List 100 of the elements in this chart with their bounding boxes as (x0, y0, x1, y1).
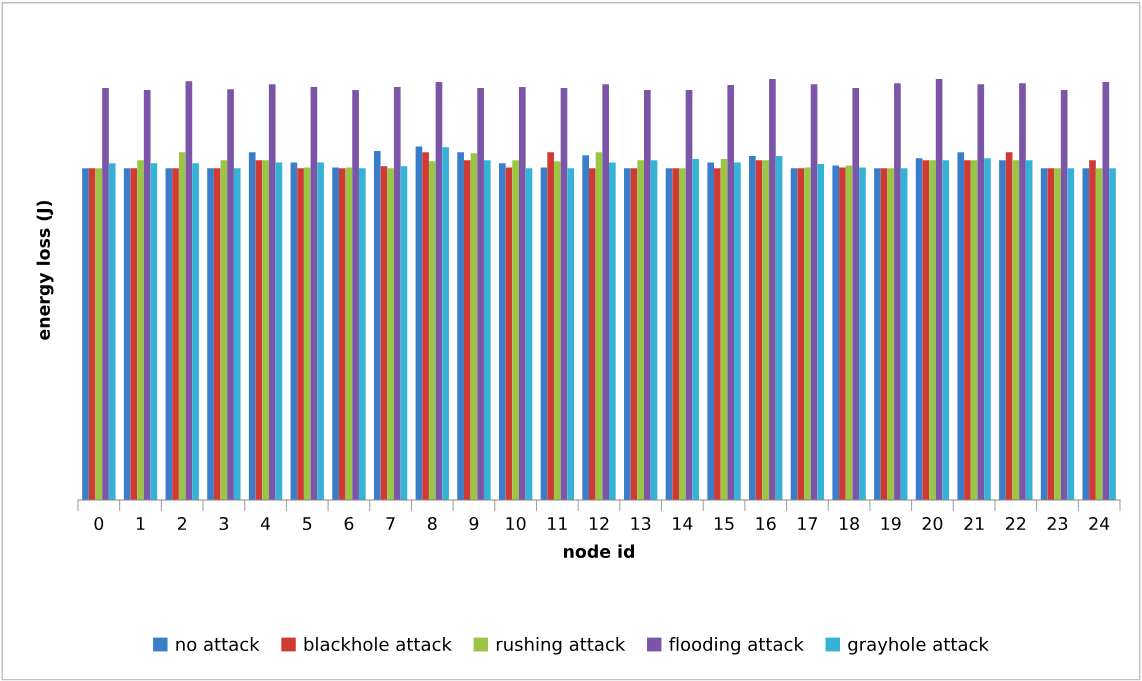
bar (1089, 160, 1096, 500)
bar (769, 79, 776, 500)
x-tick-label: 20 (922, 516, 943, 531)
bar (108, 163, 116, 500)
bar (915, 158, 923, 500)
bar (817, 164, 825, 500)
bar (393, 87, 401, 500)
bar (345, 167, 353, 500)
legend-label: no attack (176, 637, 260, 652)
x-tick-label: 15 (714, 517, 734, 531)
bar (547, 152, 554, 500)
bar (637, 160, 645, 500)
x-tick-label: 17 (798, 517, 817, 530)
bar (900, 168, 908, 500)
bar (275, 162, 283, 500)
bar (679, 168, 686, 500)
bar (1047, 168, 1055, 500)
bar (1109, 168, 1116, 500)
bar (123, 168, 131, 500)
bar (609, 162, 616, 500)
bar (624, 168, 631, 500)
bar (400, 166, 408, 500)
bar (178, 152, 186, 500)
bar (665, 168, 673, 500)
bar (512, 160, 519, 500)
bar (1067, 168, 1075, 500)
legend-label: blackhole attack (304, 637, 452, 652)
x-tick-label: 0 (94, 516, 104, 531)
bar (755, 160, 763, 500)
x-tick-label: 14 (673, 517, 693, 530)
bar (483, 160, 491, 500)
bar (248, 152, 256, 500)
bar (1019, 83, 1026, 500)
bar (130, 168, 138, 500)
x-tick-label: 11 (548, 517, 567, 530)
bar (880, 168, 888, 500)
x-tick-label: 5 (303, 517, 312, 531)
bar (734, 162, 741, 500)
bar (435, 82, 443, 500)
bar (297, 168, 304, 500)
bar (233, 168, 241, 500)
bar (137, 160, 144, 500)
bar (442, 147, 449, 500)
bar (630, 168, 638, 500)
bar (172, 168, 179, 500)
legend-label: flooding attack (669, 637, 804, 655)
bar (150, 163, 158, 500)
x-tick-label: 13 (631, 516, 651, 531)
bar (1102, 82, 1110, 500)
bar (317, 162, 324, 500)
bar (477, 87, 484, 500)
bar (1005, 152, 1013, 500)
bar (463, 160, 471, 500)
bar (1040, 168, 1048, 500)
bar (165, 168, 173, 500)
bar (310, 87, 318, 500)
bar (685, 90, 693, 500)
bar (358, 168, 366, 500)
bar (935, 79, 943, 500)
bar (984, 158, 991, 500)
bar (964, 160, 971, 500)
bar (415, 146, 423, 500)
bar (999, 160, 1006, 500)
bar (560, 87, 568, 500)
x-tick-label: 18 (839, 516, 859, 531)
bar (227, 89, 234, 500)
bar (540, 167, 548, 500)
bar (977, 84, 985, 500)
bar (790, 168, 798, 500)
x-tick-label: 10 (506, 516, 526, 531)
bar (582, 155, 589, 500)
x-tick-label: 21 (964, 516, 984, 530)
bar (518, 87, 526, 500)
bar (82, 168, 89, 500)
bar (268, 84, 276, 500)
bar (1025, 160, 1033, 500)
bar (470, 153, 478, 500)
x-tick-label: 3 (219, 516, 229, 531)
bar (595, 152, 603, 500)
bar (380, 166, 388, 500)
bar (602, 84, 609, 500)
bar (797, 168, 805, 500)
x-tick-label: 7 (386, 517, 395, 530)
bar (859, 167, 866, 500)
bar (1054, 168, 1061, 500)
bar (422, 152, 429, 500)
bar (1012, 160, 1020, 500)
bar (95, 168, 103, 500)
bar (567, 168, 574, 500)
x-tick-label: 16 (756, 516, 776, 531)
bar (894, 83, 901, 500)
bar (672, 168, 680, 500)
x-tick-label: 2 (177, 516, 186, 530)
x-tick-label: 24 (1089, 516, 1110, 530)
bar (303, 167, 311, 500)
bar (839, 167, 846, 500)
bar (749, 156, 756, 500)
bar (957, 152, 965, 500)
bar (644, 90, 651, 500)
x-tick-label: 9 (469, 516, 479, 531)
